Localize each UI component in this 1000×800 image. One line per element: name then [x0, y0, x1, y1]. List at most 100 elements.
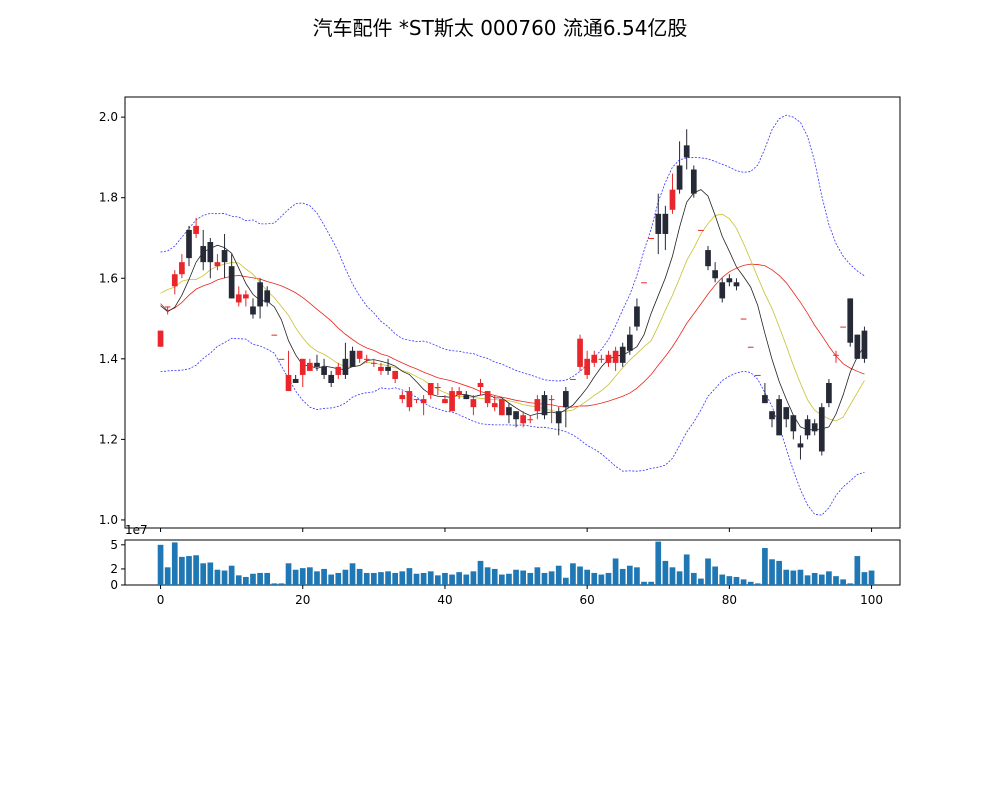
volume-bar	[328, 574, 335, 585]
candle-body	[399, 395, 406, 400]
price-ytick-label: 1.0	[99, 513, 118, 527]
volume-bar	[470, 571, 477, 585]
candle-body	[698, 229, 704, 231]
candle-body	[612, 350, 619, 363]
candle-body	[797, 443, 804, 448]
candle-body	[541, 395, 548, 416]
candle-body	[662, 213, 669, 234]
candle-body	[626, 334, 633, 351]
candle-body	[577, 338, 583, 367]
candle-body	[378, 366, 384, 371]
candle-body	[171, 274, 178, 287]
volume-bar	[598, 574, 605, 585]
volume-bar	[826, 571, 832, 585]
volume-bar	[733, 576, 740, 585]
candle-body	[250, 306, 256, 315]
volume-bar	[363, 572, 370, 585]
candle-body	[769, 411, 775, 420]
price-ytick-label: 2.0	[99, 110, 118, 124]
volume-bar	[435, 575, 441, 585]
candle-body	[356, 350, 363, 359]
chart-title: 汽车配件 *ST斯太 000760 流通6.54亿股	[312, 16, 688, 40]
volume-bar	[506, 573, 512, 585]
candle-body	[520, 415, 527, 424]
volume-bar	[754, 583, 761, 585]
volume-bar	[257, 572, 263, 585]
volume-xtick-label: 20	[295, 593, 310, 607]
volume-bar	[818, 574, 825, 585]
volume-bar	[243, 576, 249, 585]
candle-body	[719, 282, 726, 299]
volume-bar	[342, 569, 349, 585]
volume-bar	[385, 571, 391, 585]
candle-body	[811, 423, 818, 432]
volume-y-axis: 0 2 5	[110, 538, 125, 592]
volume-bar	[690, 572, 697, 585]
price-ytick-label: 1.6	[99, 271, 118, 285]
candle-body	[186, 229, 192, 259]
volume-bar	[278, 583, 285, 585]
candle-body	[562, 391, 569, 408]
candle-body	[363, 358, 370, 360]
candle-body	[278, 358, 285, 360]
volume-offset-label: 1e7	[125, 523, 148, 537]
volume-bar	[235, 575, 242, 585]
ma-slow-series	[160, 263, 865, 408]
volume-bar	[413, 573, 420, 585]
volume-bar	[299, 568, 306, 585]
volume-bar	[527, 572, 534, 585]
candle-body	[235, 294, 242, 303]
volume-bar	[804, 575, 811, 585]
candle-body	[385, 366, 391, 371]
volume-bar	[463, 574, 470, 585]
candle-body	[790, 415, 797, 432]
volume-bar	[591, 572, 598, 585]
volume-bar	[456, 572, 463, 585]
volume-bar	[605, 572, 612, 585]
price-panel: 1.0 1.2 1.4 1.6 1.8 2.0	[99, 96, 901, 529]
candle-body	[427, 382, 434, 396]
volume-bar	[541, 572, 548, 585]
volume-bar-series	[157, 541, 875, 585]
volume-ytick-label: 5	[110, 538, 118, 552]
volume-xtick-label: 40	[437, 593, 452, 607]
candle-body	[847, 298, 854, 343]
candle-body	[648, 237, 654, 239]
volume-bar	[626, 565, 633, 585]
volume-bar	[641, 581, 647, 585]
volume-bar	[513, 569, 519, 585]
candle-body	[271, 334, 278, 336]
volume-bar	[427, 571, 434, 585]
volume-bar	[797, 569, 804, 585]
candle-body	[555, 411, 562, 424]
volume-xtick-label: 100	[860, 593, 883, 607]
volume-panel: 0 2 5 0 20 40 60 80 100 1e7	[110, 523, 901, 607]
candlestick-series	[157, 129, 868, 460]
volume-ytick-label: 0	[110, 578, 118, 592]
volume-bar	[662, 560, 669, 585]
candle-body	[854, 334, 861, 359]
volume-bar	[769, 559, 775, 585]
volume-xtick-label: 0	[157, 593, 165, 607]
candle-body	[548, 399, 555, 401]
volume-bar	[712, 566, 718, 585]
candle-body	[179, 262, 185, 275]
volume-bar	[676, 571, 683, 585]
volume-bar	[207, 562, 214, 585]
volume-bar	[669, 567, 676, 585]
volume-bar	[392, 572, 399, 585]
volume-bar	[790, 570, 797, 585]
candle-body	[221, 250, 228, 263]
candle-body	[420, 399, 427, 404]
volume-bar	[264, 572, 271, 585]
candle-body	[641, 282, 647, 284]
volume-bar	[378, 572, 384, 585]
candle-body	[840, 326, 846, 328]
candle-body	[584, 358, 590, 375]
volume-bar	[655, 541, 662, 585]
candle-body	[299, 358, 306, 375]
candle-body	[833, 354, 839, 356]
candle-body	[591, 354, 598, 363]
